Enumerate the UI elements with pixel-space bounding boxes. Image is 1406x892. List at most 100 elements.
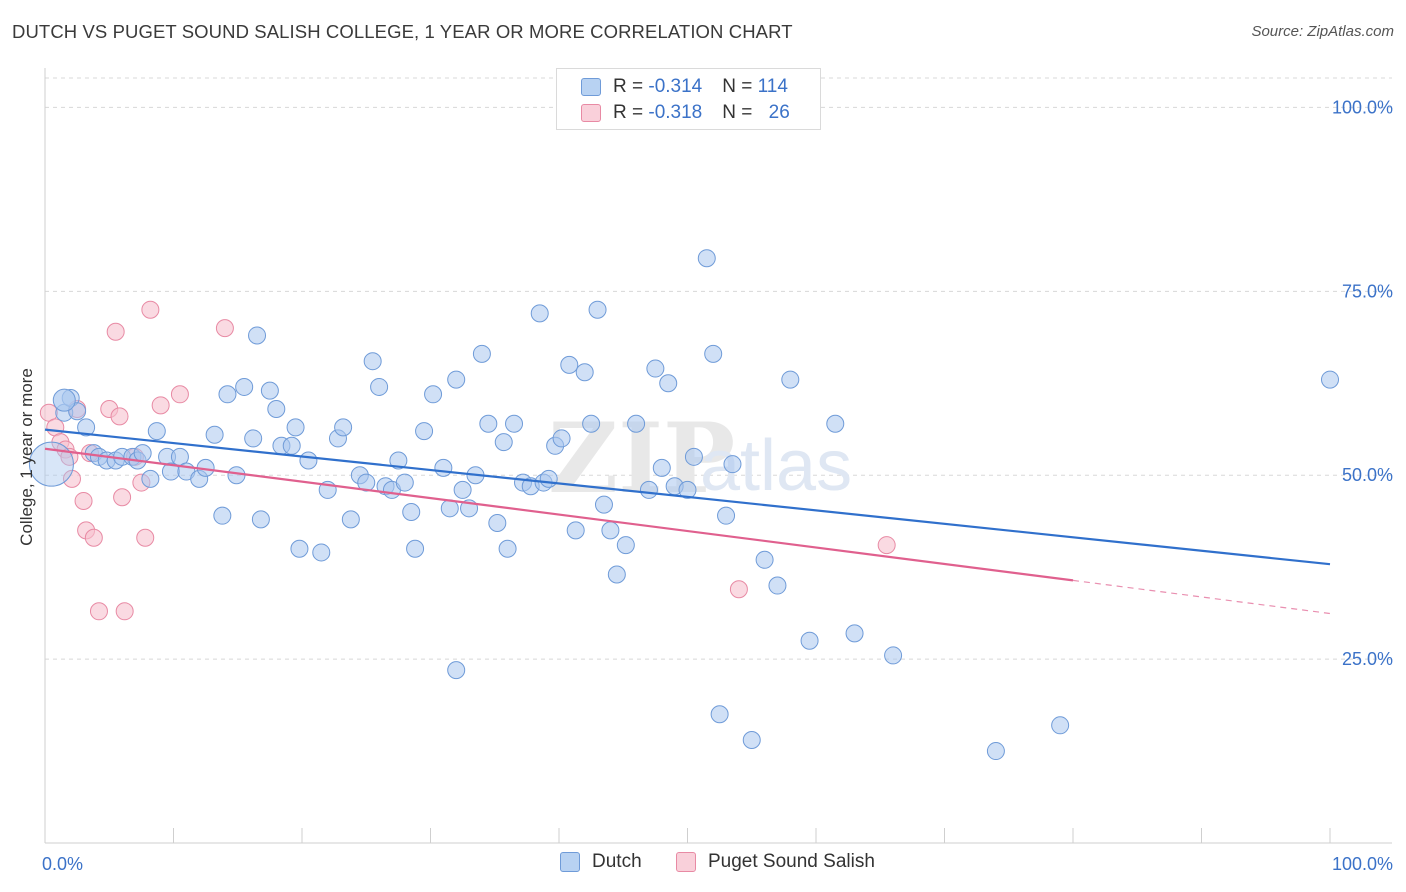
legend-r-value: -0.318 xyxy=(648,102,703,123)
dutch-point xyxy=(395,473,414,492)
dutch-point xyxy=(566,521,585,540)
dutch-point xyxy=(704,344,723,363)
dutch-point xyxy=(594,495,613,514)
y-axis-label: College, 1 year or more xyxy=(17,368,36,546)
dutch-point xyxy=(244,429,263,448)
salish-swatch xyxy=(676,852,696,872)
dutch-point xyxy=(133,444,152,463)
chart-title: DUTCH VS PUGET SOUND SALISH COLLEGE, 1 Y… xyxy=(12,21,793,42)
dutch-point xyxy=(389,451,408,470)
dutch-point xyxy=(415,422,434,441)
dutch-point xyxy=(488,514,507,533)
salish-point xyxy=(62,469,81,488)
legend-row-dutch: R = -0.314 N = 114 xyxy=(581,74,788,100)
salish-swatch xyxy=(581,104,601,122)
salish-point xyxy=(106,322,125,341)
dutch-point xyxy=(357,473,376,492)
dutch-point xyxy=(334,418,353,437)
dutch-point xyxy=(646,359,665,378)
dutch-point xyxy=(498,539,517,558)
dutch-point xyxy=(235,377,254,396)
salish-trend-line xyxy=(44,447,1074,582)
grid-lines xyxy=(45,77,1392,660)
dutch-point xyxy=(755,550,774,569)
dutch-point xyxy=(710,705,729,724)
dutch-point xyxy=(560,355,579,374)
salish-trend-extension xyxy=(1072,579,1331,615)
series-legend: Dutch Puget Sound Salish xyxy=(0,851,1406,877)
dutch-point xyxy=(539,469,558,488)
salish-point xyxy=(110,407,129,426)
dutch-point xyxy=(341,510,360,529)
dutch-point xyxy=(494,433,513,452)
dutch-point xyxy=(652,458,671,477)
y-tick-label: 25.0% xyxy=(1342,649,1393,669)
y-tick-label: 50.0% xyxy=(1342,465,1393,485)
legend-n-value: 114 xyxy=(757,76,788,97)
dutch-point xyxy=(607,565,626,584)
legend-r-label: R = xyxy=(613,76,649,97)
dutch-point xyxy=(370,377,389,396)
dutch-point xyxy=(28,441,74,487)
dutch-point xyxy=(800,631,819,650)
watermark-atlas: atlas xyxy=(700,426,852,506)
salish-point xyxy=(151,396,170,415)
dutch-point xyxy=(616,536,635,555)
dutch-point xyxy=(447,370,466,389)
dutch-point xyxy=(588,300,607,319)
dutch-point xyxy=(552,429,571,448)
dutch-point xyxy=(479,414,498,433)
dutch-point xyxy=(424,385,443,404)
dutch-point xyxy=(742,731,761,750)
y-tick-label: 100.0% xyxy=(1332,97,1393,117)
legend-item-dutch[interactable]: Dutch xyxy=(560,851,642,873)
dutch-point xyxy=(52,388,76,412)
dutch-point xyxy=(530,304,549,323)
dutch-point xyxy=(227,466,246,485)
salish-point xyxy=(170,385,189,404)
x-tick-label: 100.0% xyxy=(1332,854,1393,874)
salish-point xyxy=(215,319,234,338)
axes xyxy=(44,68,1392,844)
dutch-point xyxy=(282,436,301,455)
dutch-point xyxy=(505,414,524,433)
dutch-point xyxy=(717,506,736,525)
salish-point xyxy=(141,300,160,319)
dutch-point xyxy=(601,521,620,540)
dutch-point xyxy=(267,400,286,419)
salish-point xyxy=(89,602,108,621)
dutch-points xyxy=(28,249,1339,761)
salish-point xyxy=(84,528,103,547)
dutch-point xyxy=(884,646,903,665)
dutch-point xyxy=(312,543,331,562)
dutch-point xyxy=(218,385,237,404)
salish-point xyxy=(115,602,134,621)
dutch-point xyxy=(248,326,267,345)
legend-r-label: R = xyxy=(613,102,649,123)
dutch-point xyxy=(406,539,425,558)
salish-point xyxy=(74,491,93,510)
dutch-point xyxy=(659,374,678,393)
correlation-legend: R = -0.314 N = 114 R = -0.318 N = 26 xyxy=(556,68,821,130)
dutch-point xyxy=(678,480,697,499)
dutch-trend-line xyxy=(44,428,1331,566)
dutch-point xyxy=(299,451,318,470)
dutch-point xyxy=(1051,716,1070,735)
dutch-point xyxy=(781,370,800,389)
dutch-swatch xyxy=(560,852,580,872)
legend-n-label: N = xyxy=(722,76,758,97)
dutch-point xyxy=(986,742,1005,761)
dutch-point xyxy=(290,539,309,558)
legend-row-salish: R = -0.318 N = 26 xyxy=(581,100,790,126)
dutch-point xyxy=(286,418,305,437)
dutch-point xyxy=(723,455,742,474)
dutch-point xyxy=(826,414,845,433)
dutch-point xyxy=(582,414,601,433)
salish-point xyxy=(729,580,748,599)
legend-item-salish[interactable]: Puget Sound Salish xyxy=(676,851,875,873)
dutch-point xyxy=(697,249,716,268)
dutch-swatch xyxy=(581,78,601,96)
salish-point xyxy=(136,528,155,547)
